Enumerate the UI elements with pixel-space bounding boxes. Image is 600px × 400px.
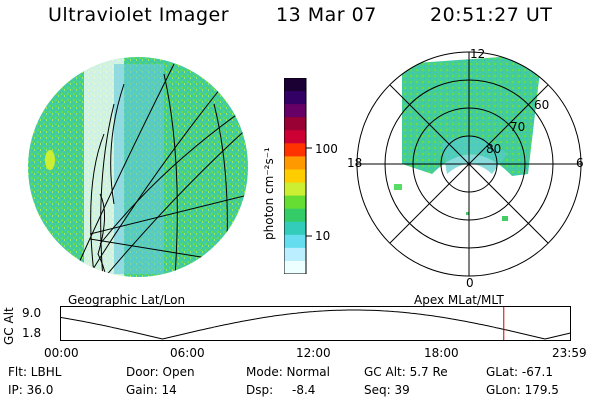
gc-alt-info: GC Alt: 5.7 Re: [364, 365, 448, 379]
auroral-oval: [402, 54, 542, 176]
bright-spot: [45, 150, 55, 170]
colorbar-band: [284, 169, 306, 184]
seq-info: Seq: 39: [364, 383, 410, 397]
time-tick-1: 06:00: [170, 346, 205, 360]
altitude-plot: [60, 306, 571, 341]
door-info: Door: Open: [126, 365, 195, 379]
lat-label-60: 60: [534, 98, 550, 112]
mlt-label-18: 18: [347, 156, 363, 170]
date-label: 13 Mar 07: [276, 4, 377, 26]
apex-label: Apex MLat/MLT: [414, 293, 504, 307]
colorbar-band: [284, 130, 306, 144]
time-label: 20:51:27 UT: [430, 4, 553, 26]
colorbar-band: [284, 221, 306, 236]
colorbar-band: [284, 104, 306, 118]
lat-label-80: 80: [486, 142, 502, 156]
colorbar-band: [284, 156, 306, 170]
time-tick-3: 18:00: [424, 346, 459, 360]
geographic-label: Geographic Lat/Lon: [68, 293, 186, 307]
geographic-map: [28, 57, 248, 277]
colorbar-tick-10: 10: [315, 229, 331, 243]
lat-label-70: 70: [510, 120, 526, 134]
colorbar-band: [284, 91, 306, 105]
polar-map: [356, 51, 582, 277]
dsp-value: -8.4: [292, 383, 316, 397]
colorbar: [284, 78, 312, 274]
glat-info: GLat: -67.1: [486, 365, 553, 379]
colorbar-band: [284, 182, 306, 197]
mlt-label-0: 0: [466, 276, 474, 290]
mode-info: Mode: Normal: [246, 365, 330, 379]
altitude-curve: [60, 309, 571, 340]
colorbar-unit-label: photon cm⁻²s⁻¹: [262, 147, 276, 240]
time-tick-2: 12:00: [296, 346, 331, 360]
instrument-title: Ultraviolet Imager: [48, 4, 230, 26]
filter-info: Flt: LBHL: [8, 365, 62, 379]
colorbar-band: [284, 78, 306, 92]
alt-tick-9: 9.0: [22, 306, 42, 320]
mlt-label-12: 12: [470, 47, 486, 61]
colorbar-band: [284, 260, 306, 274]
gain-info: Gain: 14: [126, 383, 177, 397]
colorbar-band: [284, 195, 306, 210]
ip-info: IP: 36.0: [8, 383, 54, 397]
colorbar-tick-100: 100: [315, 142, 338, 156]
colorbar-band: [284, 208, 306, 223]
alt-tick-1-8: 1.8: [22, 326, 42, 340]
mlt-label-6: 6: [576, 156, 584, 170]
colorbar-band: [284, 234, 306, 249]
time-tick-0: 00:00: [44, 346, 79, 360]
glon-info: GLon: 179.5: [486, 383, 559, 397]
alt-ylabel: GC Alt: [2, 307, 16, 345]
dsp-label: Dsp:: [246, 383, 274, 397]
time-tick-4: 23:59: [552, 346, 587, 360]
colorbar-band: [284, 117, 306, 131]
colorbar-band: [284, 143, 306, 157]
colorbar-band: [284, 247, 306, 262]
